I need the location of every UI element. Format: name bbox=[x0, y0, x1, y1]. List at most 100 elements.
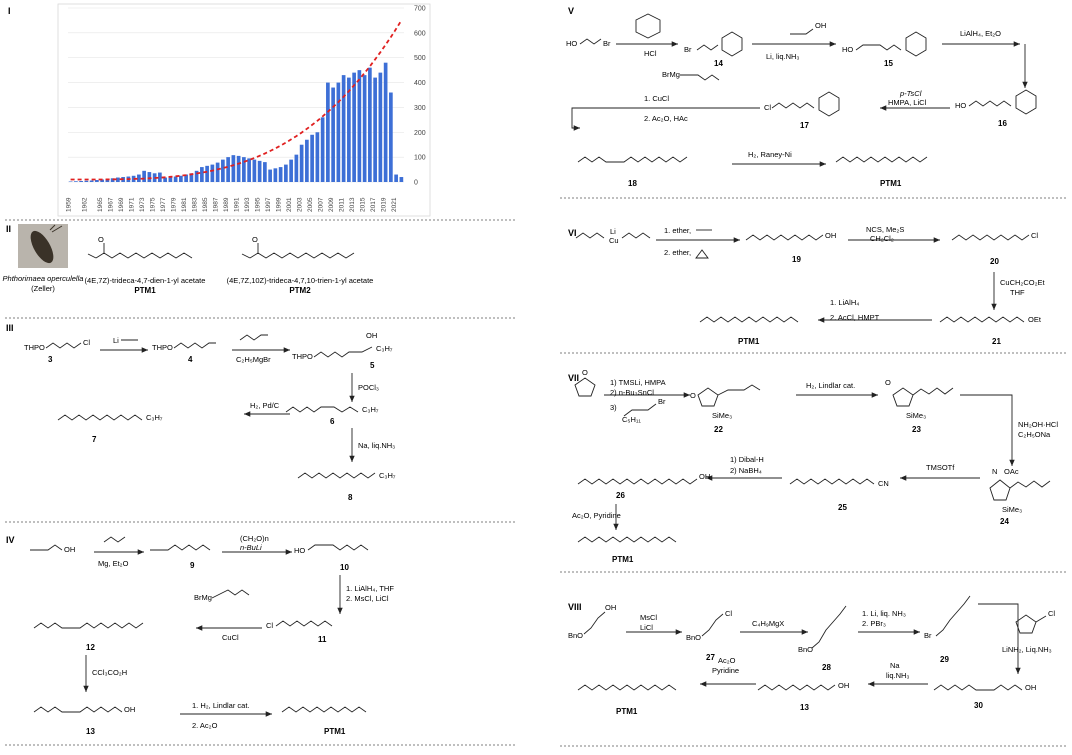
svg-text:HMPA, LiCl: HMPA, LiCl bbox=[888, 98, 927, 107]
section-label-iii: III bbox=[6, 323, 14, 333]
bar bbox=[342, 75, 346, 182]
svg-text:PTM1: PTM1 bbox=[616, 707, 638, 716]
svg-text:CuCl: CuCl bbox=[222, 633, 239, 642]
bar bbox=[205, 166, 209, 182]
svg-text:liq.NH₃: liq.NH₃ bbox=[886, 671, 909, 680]
svg-text:O: O bbox=[252, 235, 258, 244]
svg-text:C₃H₇: C₃H₇ bbox=[379, 471, 396, 480]
ptm2-label: PTM2 bbox=[289, 286, 311, 295]
svg-text:21: 21 bbox=[992, 337, 1001, 346]
svg-text:OH: OH bbox=[366, 331, 377, 340]
svg-text:1. LiAlH₄, THF: 1. LiAlH₄, THF bbox=[346, 584, 394, 593]
y-tick-label: 500 bbox=[414, 55, 426, 62]
svg-text:C₅H₁₁: C₅H₁₁ bbox=[622, 415, 641, 424]
svg-text:OH: OH bbox=[838, 681, 849, 690]
svg-text:17: 17 bbox=[800, 121, 809, 130]
svg-text:2. AcCl, HMPT: 2. AcCl, HMPT bbox=[830, 313, 880, 322]
svg-text:NH₂OH·HCl: NH₂OH·HCl bbox=[1018, 420, 1058, 429]
svg-text:HO: HO bbox=[955, 101, 966, 110]
svg-text:THPO: THPO bbox=[24, 343, 45, 352]
svg-text:TMSOTf: TMSOTf bbox=[926, 463, 955, 472]
x-tick-label: 1971 bbox=[129, 197, 136, 212]
section-label-vii: VII bbox=[568, 373, 579, 383]
bar bbox=[137, 175, 141, 182]
x-tick-label: 2013 bbox=[349, 197, 356, 212]
svg-text:11: 11 bbox=[318, 635, 327, 644]
svg-text:5: 5 bbox=[370, 361, 375, 370]
x-tick-label: 1991 bbox=[234, 197, 241, 212]
bar bbox=[321, 117, 325, 182]
x-tick-label: 1967 bbox=[108, 197, 115, 212]
bar bbox=[79, 181, 83, 182]
svg-text:CN: CN bbox=[878, 479, 889, 488]
svg-text:BnO: BnO bbox=[798, 645, 813, 654]
svg-text:BrMg: BrMg bbox=[662, 70, 680, 79]
svg-text:3): 3) bbox=[610, 403, 617, 412]
svg-text:1) TMSLi, HMPA: 1) TMSLi, HMPA bbox=[610, 378, 666, 387]
bar bbox=[337, 83, 341, 182]
svg-text:Cl: Cl bbox=[266, 621, 273, 630]
svg-text:28: 28 bbox=[822, 663, 831, 672]
svg-text:10: 10 bbox=[340, 563, 349, 572]
bar bbox=[263, 162, 267, 182]
svg-text:H₂, Pd/C: H₂, Pd/C bbox=[250, 401, 280, 410]
svg-text:SiMe₃: SiMe₃ bbox=[906, 411, 926, 420]
svg-text:26: 26 bbox=[616, 491, 625, 500]
bar bbox=[211, 165, 215, 182]
svg-text:19: 19 bbox=[792, 255, 801, 264]
bar bbox=[142, 171, 146, 182]
bar bbox=[394, 175, 398, 182]
bar bbox=[253, 160, 257, 182]
svg-text:2. PBr₃: 2. PBr₃ bbox=[862, 619, 886, 628]
section-label-vi: VI bbox=[568, 228, 577, 238]
x-tick-label: 1987 bbox=[213, 197, 220, 212]
section-label-iv: IV bbox=[6, 535, 15, 545]
bar bbox=[247, 158, 251, 182]
bar bbox=[358, 70, 362, 182]
svg-text:18: 18 bbox=[628, 179, 637, 188]
bar bbox=[305, 140, 309, 182]
bar bbox=[300, 145, 304, 182]
ptm1-label: PTM1 bbox=[134, 286, 156, 295]
ptm1-structure bbox=[96, 253, 192, 258]
svg-text:SiMe₃: SiMe₃ bbox=[1002, 505, 1022, 514]
svg-text:LiAlH₄, Et₂O: LiAlH₄, Et₂O bbox=[960, 29, 1001, 38]
svg-text:BnO: BnO bbox=[686, 633, 701, 642]
bar bbox=[226, 157, 230, 182]
svg-text:Na: Na bbox=[890, 661, 900, 670]
bar bbox=[379, 73, 383, 182]
x-tick-label: 1981 bbox=[181, 197, 188, 212]
svg-text:CH₂Cl₂: CH₂Cl₂ bbox=[870, 234, 894, 243]
bar bbox=[326, 83, 330, 182]
svg-text:OH: OH bbox=[815, 21, 826, 30]
y-tick-label: 700 bbox=[414, 6, 426, 13]
bar bbox=[85, 181, 89, 182]
x-tick-label: 2021 bbox=[391, 197, 398, 212]
x-tick-label: 2019 bbox=[381, 197, 388, 212]
svg-text:LiCl: LiCl bbox=[640, 623, 653, 632]
section-label-ii: II bbox=[6, 224, 11, 234]
x-tick-label: 2001 bbox=[286, 197, 293, 212]
y-tick-label: 300 bbox=[414, 105, 426, 112]
bar bbox=[363, 75, 367, 182]
y-tick-label: 200 bbox=[414, 130, 426, 137]
bar bbox=[368, 68, 372, 182]
bar bbox=[289, 160, 293, 182]
svg-text:HCl: HCl bbox=[644, 49, 657, 58]
svg-text:Na, liq.NH₃: Na, liq.NH₃ bbox=[358, 441, 395, 450]
svg-text:Li: Li bbox=[610, 227, 616, 236]
x-tick-label: 2009 bbox=[328, 197, 335, 212]
y-tick-label: 100 bbox=[414, 155, 426, 162]
x-tick-label: 1997 bbox=[265, 197, 272, 212]
svg-text:O: O bbox=[582, 368, 588, 377]
svg-text:6: 6 bbox=[330, 417, 335, 426]
svg-text:O: O bbox=[690, 391, 696, 400]
svg-text:Ac₂O: Ac₂O bbox=[718, 656, 736, 665]
x-tick-label: 1959 bbox=[66, 197, 73, 212]
bar bbox=[74, 181, 78, 182]
svg-text:27: 27 bbox=[706, 653, 715, 662]
bar bbox=[237, 156, 241, 182]
svg-text:13: 13 bbox=[86, 727, 95, 736]
y-tick-label: 600 bbox=[414, 30, 426, 37]
svg-text:PTM1: PTM1 bbox=[880, 179, 902, 188]
